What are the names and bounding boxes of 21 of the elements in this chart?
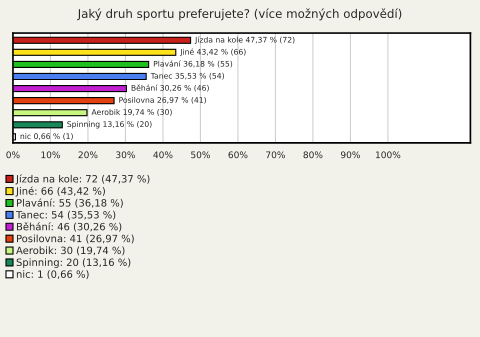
x-tick-label: 50% [191, 151, 210, 158]
x-tick-label: 70% [266, 151, 285, 158]
chart-title: Jaký druh sportu preferujete? (více možných odpovědí) [77, 8, 402, 20]
x-tick-label: 20% [78, 151, 98, 158]
x-tick-label: 40% [153, 151, 172, 158]
x-tick-label: 100% [376, 151, 400, 158]
legend-label: Běhání: 46 (30,26 %) [16, 222, 122, 232]
legend-label: Tanec: 54 (35,53 %) [16, 210, 116, 220]
x-tick-label: 90% [340, 151, 360, 158]
x-tick-label: 30% [116, 151, 135, 158]
legend-label: nic: 1 (0,66 %) [16, 270, 89, 280]
legend-label: Posilovna: 41 (26,97 %) [16, 234, 134, 244]
legend-label: Spinning: 20 (13,16 %) [16, 258, 130, 268]
x-tick-label: 10% [41, 151, 60, 158]
legend-label: Aerobik: 30 (19,74 %) [16, 246, 124, 256]
legend-label: Jízda na kole: 72 (47,37 %) [15, 174, 150, 184]
legend-label: Plavání: 55 (36,18 %) [16, 198, 123, 208]
x-tick-label: 80% [304, 151, 322, 158]
x-tick-label: 60% [228, 151, 248, 158]
x-tick-label: 0% [6, 151, 20, 158]
legend-label: Jiné: 66 (43,42 %) [15, 186, 105, 197]
